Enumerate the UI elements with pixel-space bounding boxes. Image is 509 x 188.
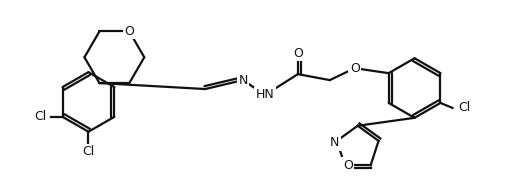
Text: O: O [349, 62, 359, 75]
Text: N: N [238, 74, 247, 87]
Text: Cl: Cl [458, 101, 470, 114]
Text: N: N [329, 136, 339, 149]
Text: O: O [342, 159, 352, 172]
Text: Cl: Cl [82, 145, 94, 158]
Text: O: O [124, 25, 134, 38]
Text: HN: HN [255, 89, 274, 102]
Text: Cl: Cl [35, 110, 47, 123]
Text: O: O [292, 47, 302, 60]
